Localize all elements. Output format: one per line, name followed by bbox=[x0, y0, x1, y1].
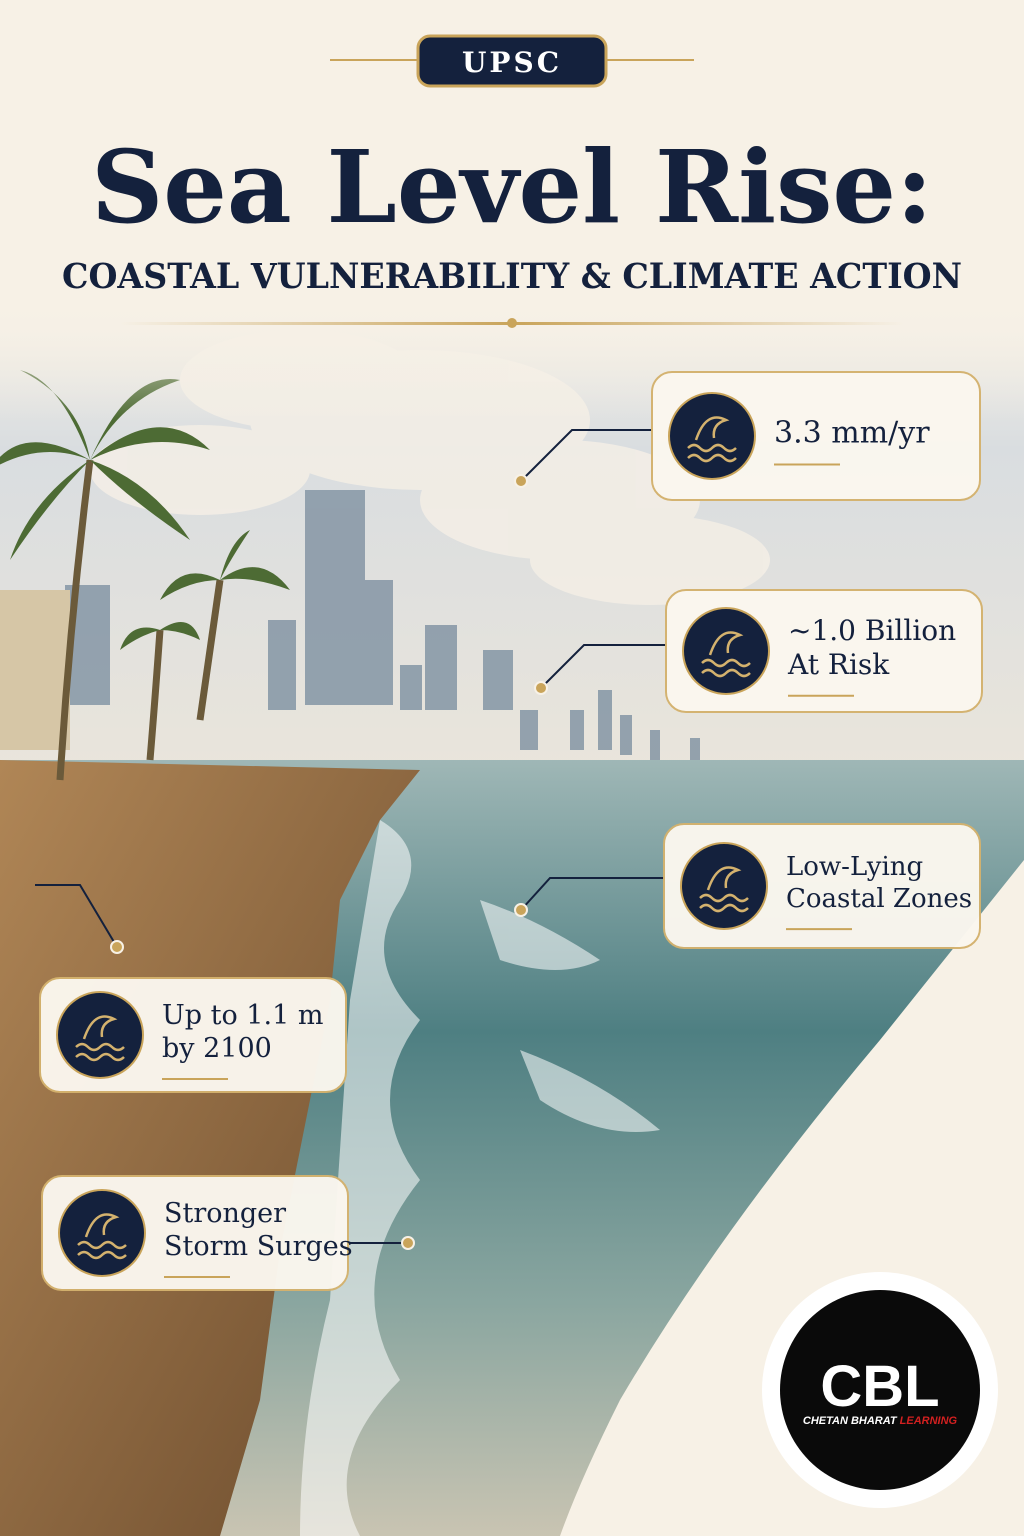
icon-symbol bbox=[706, 866, 742, 891]
icon-circle bbox=[668, 392, 756, 480]
icon-symbol bbox=[708, 631, 744, 656]
leader-line bbox=[520, 877, 664, 911]
leader-line bbox=[540, 644, 666, 689]
header-decoration bbox=[120, 34, 904, 328]
callout-text: Up to 1.1 m bbox=[162, 1000, 323, 1031]
leader-dot bbox=[534, 681, 548, 695]
icon-circle bbox=[58, 1189, 146, 1277]
icon-symbol bbox=[84, 1213, 120, 1238]
icon-circle bbox=[682, 607, 770, 695]
icon-circle bbox=[680, 842, 768, 930]
leader-dot bbox=[514, 903, 528, 917]
callout-text: Low-Lying bbox=[786, 852, 923, 882]
logo-name: CHETAN BHARAT LEARNING bbox=[803, 1415, 958, 1427]
icon-waves bbox=[701, 658, 751, 678]
leader-dot bbox=[514, 474, 528, 488]
callout-text: Coastal Zones bbox=[786, 884, 972, 914]
icon-waves bbox=[75, 1042, 125, 1062]
icon-waves bbox=[77, 1240, 127, 1260]
leader-line bbox=[35, 884, 118, 948]
logo-mark: CBL bbox=[820, 1354, 939, 1419]
callout-card: 3.3 mm/yr bbox=[514, 371, 981, 501]
callout-text: At Risk bbox=[787, 648, 890, 681]
icon-circle bbox=[56, 991, 144, 1079]
icon-waves bbox=[699, 893, 749, 913]
callout-text: Storm Surges bbox=[164, 1231, 353, 1262]
logo bbox=[762, 1272, 998, 1508]
icon-symbol bbox=[82, 1015, 118, 1040]
leader-dot bbox=[401, 1236, 415, 1250]
callout-text: by 2100 bbox=[162, 1033, 272, 1064]
icon-symbol bbox=[694, 416, 730, 441]
logo-name-accent: LEARNING bbox=[900, 1415, 958, 1427]
title: Sea Level Rise: bbox=[91, 128, 933, 246]
callout-card: Up to 1.1 mby 2100 bbox=[35, 884, 347, 1093]
callout-text: 3.3 mm/yr bbox=[774, 416, 930, 451]
leader-dot bbox=[110, 940, 124, 954]
subtitle: COASTAL VULNERABILITY & CLIMATE ACTION bbox=[62, 256, 962, 297]
logo-name-main: CHETAN BHARAT bbox=[803, 1415, 898, 1427]
badge: UPSC bbox=[462, 46, 562, 79]
icon-waves bbox=[687, 443, 737, 463]
leader-line bbox=[520, 429, 652, 482]
callout-text: ~1.0 Billion bbox=[788, 614, 956, 647]
callout-text: Stronger bbox=[164, 1198, 286, 1229]
